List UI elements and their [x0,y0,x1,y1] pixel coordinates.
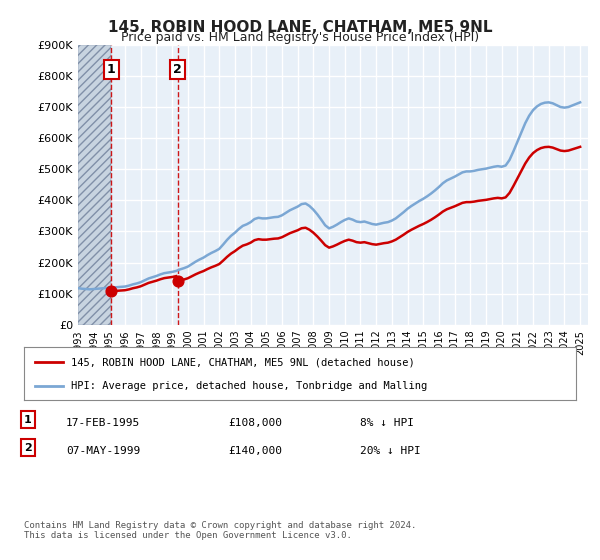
Point [106,287,116,296]
Text: 145, ROBIN HOOD LANE, CHATHAM, ME5 9NL: 145, ROBIN HOOD LANE, CHATHAM, ME5 9NL [108,20,492,35]
Text: 1: 1 [24,415,32,425]
Bar [78,45,111,325]
Text: 2: 2 [173,63,182,76]
Text: 1: 1 [107,63,116,76]
Text: 17-FEB-1995: 17-FEB-1995 [66,418,140,428]
Text: £108,000: £108,000 [228,418,282,428]
Text: HPI: Average price, detached house, Tonbridge and Malling: HPI: Average price, detached house, Tonb… [71,380,427,390]
Text: 20% ↓ HPI: 20% ↓ HPI [360,446,421,456]
Text: 2: 2 [24,443,32,453]
Text: 07-MAY-1999: 07-MAY-1999 [66,446,140,456]
Text: Price paid vs. HM Land Registry's House Price Index (HPI): Price paid vs. HM Land Registry's House … [121,31,479,44]
Text: £140,000: £140,000 [228,446,282,456]
Text: 145, ROBIN HOOD LANE, CHATHAM, ME5 9NL (detached house): 145, ROBIN HOOD LANE, CHATHAM, ME5 9NL (… [71,357,415,367]
Text: Contains HM Land Registry data © Crown copyright and database right 2024.
This d: Contains HM Land Registry data © Crown c… [24,521,416,540]
Text: 8% ↓ HPI: 8% ↓ HPI [360,418,414,428]
Point [173,277,182,286]
